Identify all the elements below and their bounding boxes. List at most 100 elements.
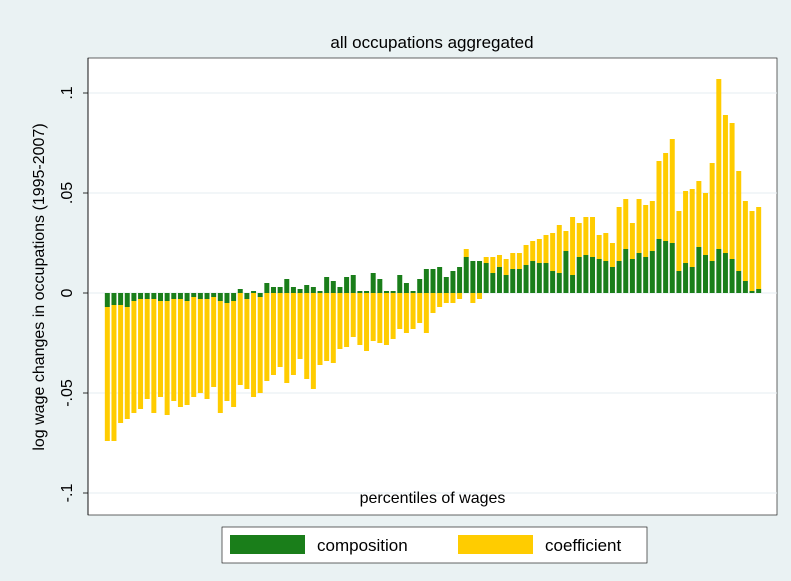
- bar: [563, 251, 569, 293]
- bar: [703, 193, 708, 255]
- bar: [437, 267, 443, 293]
- bar: [357, 291, 363, 293]
- bar: [556, 225, 562, 273]
- bar: [490, 257, 496, 273]
- bar: [344, 293, 350, 347]
- bar: [151, 299, 157, 413]
- bar: [656, 161, 662, 239]
- bar: [749, 211, 755, 291]
- y-axis-title: log wage changes in occupations (1995-20…: [31, 123, 48, 450]
- bar: [244, 293, 250, 299]
- bar: [211, 293, 217, 297]
- bar: [669, 243, 675, 293]
- bar: [616, 261, 622, 293]
- bar: [277, 293, 283, 367]
- bar: [184, 293, 190, 301]
- bar: [364, 291, 370, 293]
- bar: [364, 293, 370, 351]
- bar: [317, 291, 323, 293]
- bar: [270, 293, 276, 375]
- bar: [550, 233, 556, 271]
- bar: [397, 293, 403, 329]
- bar: [177, 293, 183, 299]
- bar: [290, 293, 296, 375]
- y-tick-label: -.1: [59, 484, 76, 503]
- bar: [742, 281, 748, 293]
- bar: [390, 293, 396, 339]
- bar: [270, 287, 276, 293]
- bar: [171, 299, 177, 401]
- bar: [111, 305, 117, 441]
- bar: [217, 301, 223, 413]
- bar: [430, 293, 436, 313]
- bar: [383, 293, 389, 345]
- bar: [696, 181, 702, 247]
- bar: [663, 241, 669, 293]
- bar: [344, 277, 350, 293]
- bar: [191, 293, 197, 297]
- bar: [131, 301, 137, 413]
- bar: [496, 267, 502, 293]
- bar: [231, 301, 237, 407]
- bar: [224, 303, 230, 401]
- bar: [124, 293, 130, 307]
- bar: [104, 293, 110, 307]
- bar: [570, 275, 576, 293]
- bar: [496, 255, 502, 267]
- bar: [756, 289, 762, 293]
- bar: [111, 293, 117, 305]
- bar: [257, 293, 263, 297]
- bar: [237, 293, 243, 385]
- bar: [570, 217, 576, 275]
- bar: [231, 293, 237, 301]
- bar: [676, 211, 682, 271]
- bar: [118, 293, 124, 305]
- bar: [151, 293, 157, 299]
- bar: [450, 271, 456, 293]
- bar: [603, 261, 609, 293]
- bar: [583, 217, 589, 255]
- bar: [297, 289, 303, 293]
- bar: [722, 253, 728, 293]
- bar: [470, 261, 476, 293]
- bar: [138, 299, 144, 409]
- bar: [118, 305, 124, 423]
- bar: [237, 289, 243, 293]
- bar: [596, 259, 602, 293]
- bar: [609, 243, 615, 267]
- bar: [676, 271, 682, 293]
- bar: [516, 253, 522, 269]
- bar: [350, 293, 356, 337]
- bar: [457, 267, 463, 293]
- bar: [590, 257, 596, 293]
- bar: [683, 191, 689, 263]
- bar: [310, 287, 316, 293]
- bar: [124, 307, 130, 419]
- bar: [204, 293, 210, 299]
- bar: [716, 79, 722, 249]
- legend-swatch: [230, 535, 305, 554]
- bar: [742, 201, 748, 281]
- bar: [158, 293, 163, 301]
- bar: [583, 255, 589, 293]
- bar: [510, 253, 516, 269]
- bar: [217, 293, 223, 301]
- bar: [197, 299, 203, 393]
- bar: [736, 171, 742, 271]
- bar: [483, 263, 489, 293]
- bar: [649, 251, 655, 293]
- bar: [556, 273, 562, 293]
- bar: [603, 233, 609, 261]
- bar: [530, 261, 536, 293]
- bar: [729, 259, 735, 293]
- bar: [689, 267, 695, 293]
- bar: [324, 277, 330, 293]
- bar: [563, 231, 569, 251]
- bar: [264, 293, 270, 381]
- bar: [350, 275, 356, 293]
- bar: [523, 245, 529, 265]
- bar: [450, 293, 456, 303]
- y-tick-label: .1: [59, 86, 76, 99]
- bar: [224, 293, 230, 303]
